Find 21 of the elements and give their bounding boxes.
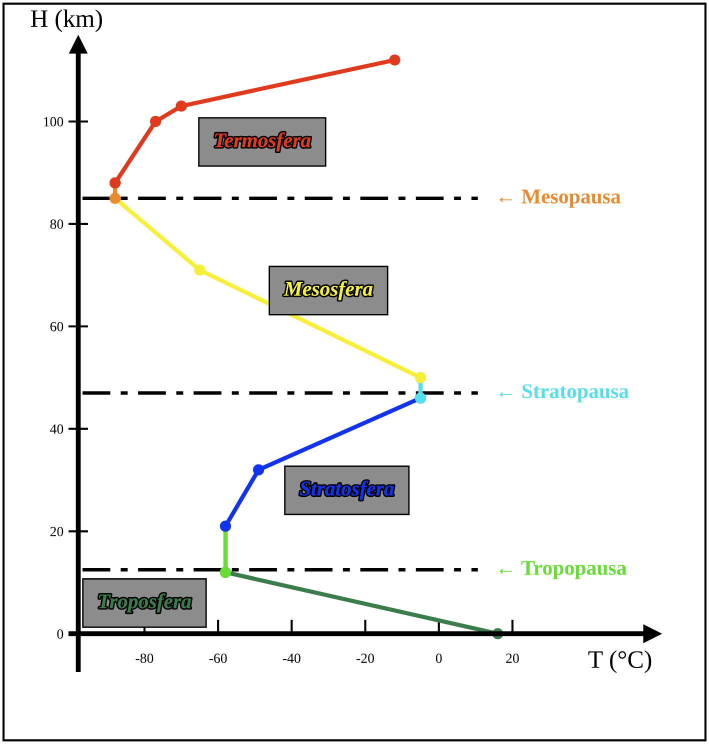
- ref-line-label: ← Mesopausa: [500, 190, 621, 208]
- annotation: Stratosfera: [300, 480, 394, 500]
- annotation: Mesosfera: [284, 280, 373, 300]
- annotation: Troposfera: [98, 593, 192, 613]
- ref-line-label: ← Stratopausa: [500, 384, 629, 402]
- x-tick-label: 0: [436, 654, 442, 663]
- annotation: Termosfera: [214, 132, 311, 152]
- y-tick-label: 40: [50, 424, 64, 434]
- x-tick-label: 20: [506, 654, 519, 663]
- x-tick-label: -80: [136, 654, 154, 663]
- x-axis-title: T (°C): [588, 650, 652, 674]
- y-tick-label: 0: [57, 629, 64, 639]
- y-tick-label: 20: [50, 526, 64, 536]
- y-tick-label: 80: [50, 220, 64, 229]
- y-axis-title: H (km): [30, 9, 102, 32]
- x-tick-label: -40: [282, 654, 300, 663]
- y-tick-label: 60: [50, 322, 64, 332]
- x-tick-label: -60: [209, 654, 227, 663]
- x-tick-label: -20: [356, 654, 374, 663]
- ref-line-label: ← Tropopausa: [500, 561, 626, 580]
- y-tick-label: 100: [44, 117, 64, 126]
